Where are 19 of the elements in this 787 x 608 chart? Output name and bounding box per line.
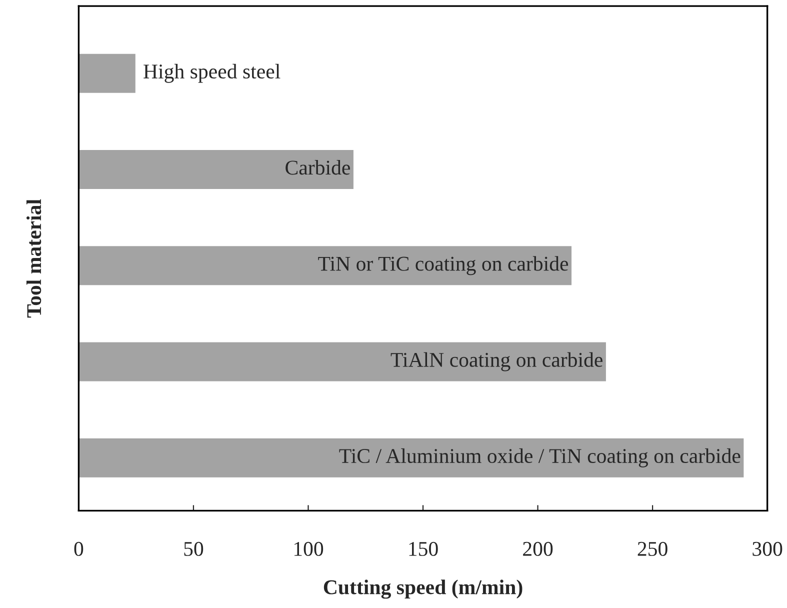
x-tick-label: 50: [184, 542, 204, 556]
bar: [78, 52, 137, 94]
bar: [78, 244, 573, 286]
y-axis-title: Tool material: [26, 199, 42, 318]
x-tick-label: 0: [74, 542, 84, 556]
x-tick-label: 250: [638, 542, 668, 556]
bar: [78, 148, 355, 190]
y-tick-label: TiC / Aluminium oxide / TiN coating on carbide: [339, 448, 740, 468]
x-tick-label: 300: [752, 542, 782, 556]
x-axis-title: Cutting speed (m/min): [324, 580, 522, 599]
x-tick-label: 100: [294, 542, 324, 556]
x-tick-label: 200: [523, 542, 553, 556]
y-tick-label: TiN or TiC coating on carbide: [318, 256, 568, 276]
y-tick-label: Carbide: [286, 160, 350, 175]
bar: [78, 436, 746, 479]
y-tick-label: High speed steel: [144, 64, 280, 83]
y-tick-label: TiAlN coating on carbide: [390, 352, 602, 372]
bar: [78, 340, 608, 383]
x-tick-label: 150: [409, 542, 438, 556]
